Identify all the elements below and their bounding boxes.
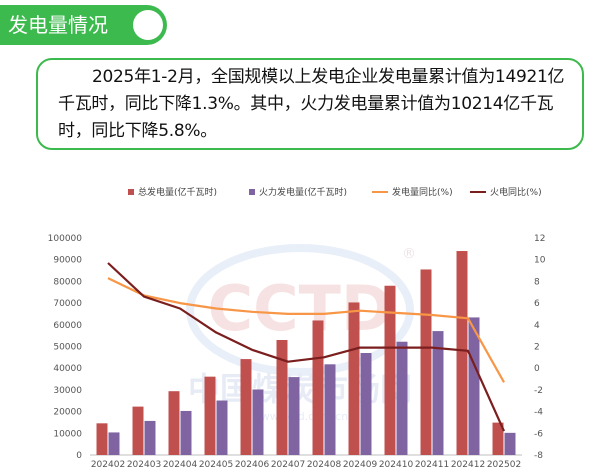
chart-legend: 总发电量(亿千瓦时) 火力发电量(亿千瓦时) 发电量同比(%) 火电同比(%) bbox=[128, 186, 542, 198]
thermal-generation-bar bbox=[504, 432, 516, 455]
watermark-url: www.cctd.com.cn bbox=[252, 410, 348, 423]
total-generation-bar bbox=[168, 391, 180, 455]
total-generation-bar bbox=[240, 359, 252, 455]
y-right-tick-label: 10 bbox=[534, 256, 546, 266]
watermark-mark: ® bbox=[402, 246, 416, 262]
legend-label: 总发电量(亿千瓦时) bbox=[138, 186, 217, 198]
y-left-tick-label: 20000 bbox=[53, 408, 82, 418]
legend-label: 火力发电量(亿千瓦时) bbox=[259, 186, 347, 198]
y-right-tick-label: 12 bbox=[534, 234, 545, 244]
legend-item: 火电同比(%) bbox=[470, 186, 542, 198]
y-right-tick-label: -4 bbox=[534, 408, 543, 418]
chart-lines bbox=[107, 262, 506, 432]
watermark-logo-ring-icon bbox=[186, 244, 414, 376]
thermal-yoy-line bbox=[107, 262, 506, 432]
total-generation-bar bbox=[456, 251, 468, 455]
y-right-tick-label: 8 bbox=[534, 277, 540, 287]
y-left-tick-label: 60000 bbox=[53, 321, 82, 331]
legend-item: 总发电量(亿千瓦时) bbox=[128, 186, 217, 198]
x-tick-label: 202412 bbox=[451, 460, 485, 470]
total-generation-bar bbox=[420, 269, 432, 455]
total-generation-bar bbox=[348, 302, 360, 455]
total-generation-bar bbox=[132, 406, 144, 455]
power-generation-chart: CCTD ® 中国煤炭市场网 www.cctd.com.cn 总发电量(亿千瓦时… bbox=[48, 186, 546, 470]
y-right-tick-label: -6 bbox=[534, 429, 543, 439]
legend-item: 火力发电量(亿千瓦时) bbox=[249, 186, 347, 198]
y-left-tick-label: 100000 bbox=[48, 234, 83, 244]
y-left-tick-label: 10000 bbox=[53, 429, 82, 439]
watermark: CCTD ® 中国煤炭市场网 www.cctd.com.cn bbox=[186, 244, 416, 423]
legend-label: 火电同比(%) bbox=[490, 186, 542, 198]
y-right-tick-label: 2 bbox=[534, 343, 540, 353]
thermal-generation-bar bbox=[288, 377, 300, 455]
total-generation-bar bbox=[384, 285, 396, 455]
chart-axes: 0 10000 20000 30000 40000 50000 60000 70000 8000… bbox=[48, 234, 546, 470]
total-yoy-line bbox=[107, 277, 505, 383]
x-tick-label: 202502 bbox=[487, 460, 521, 470]
y-right-tick-label: 4 bbox=[534, 321, 540, 331]
y-left-tick-label: 40000 bbox=[53, 364, 82, 374]
thermal-generation-bar bbox=[324, 364, 336, 455]
thermal-generation-bar bbox=[144, 420, 156, 455]
total-generation-bar bbox=[276, 339, 288, 455]
section-title: 发电量情况 bbox=[8, 13, 108, 37]
x-tick-label: 202406 bbox=[235, 460, 270, 470]
legend-label: 发电量同比(%) bbox=[392, 186, 453, 198]
y-left-tick-label: 30000 bbox=[53, 386, 82, 396]
x-tick-label: 202409 bbox=[343, 460, 378, 470]
y-right-tick-label: 0 bbox=[534, 364, 540, 374]
y-left-tick-label: 80000 bbox=[53, 277, 82, 287]
y-left-tick-label: 0 bbox=[76, 451, 82, 461]
y-right-tick-label: 6 bbox=[534, 299, 540, 309]
legend-swatch bbox=[249, 189, 255, 195]
x-tick-label: 202405 bbox=[199, 460, 233, 470]
x-tick-label: 202402 bbox=[91, 460, 125, 470]
total-generation-bar bbox=[96, 423, 108, 455]
x-tick-label: 202411 bbox=[415, 460, 449, 470]
y-left-tick-label: 70000 bbox=[53, 299, 82, 309]
summary-text: 2025年1-2月，全国规模以上发电企业发电量累计值为14921亿千瓦时，同比下… bbox=[58, 67, 565, 141]
summary-box: 2025年1-2月，全国规模以上发电企业发电量累计值为14921亿千瓦时，同比下… bbox=[36, 58, 584, 150]
total-generation-bar bbox=[312, 320, 324, 455]
y-right-tick-label: -2 bbox=[534, 386, 543, 396]
x-tick-label: 202407 bbox=[271, 460, 305, 470]
thermal-generation-bar bbox=[360, 353, 372, 455]
legend-swatch bbox=[128, 189, 134, 195]
thermal-generation-bar bbox=[432, 331, 444, 455]
thermal-generation-bar bbox=[216, 400, 228, 455]
y-left-tick-label: 50000 bbox=[53, 343, 82, 353]
x-tick-label: 202403 bbox=[127, 460, 161, 470]
thermal-generation-bar bbox=[180, 410, 192, 455]
watermark-logo: CCTD bbox=[208, 272, 393, 345]
section-header: 发电量情况 bbox=[0, 5, 167, 45]
thermal-generation-bar bbox=[396, 341, 408, 455]
header-circle-icon bbox=[133, 10, 163, 40]
thermal-generation-bar bbox=[108, 432, 120, 455]
thermal-generation-bar bbox=[252, 389, 264, 455]
y-right-tick-label: -8 bbox=[534, 451, 543, 461]
total-generation-bar bbox=[492, 422, 504, 455]
chart-bars bbox=[96, 251, 516, 455]
total-generation-bar bbox=[204, 376, 216, 455]
legend-item: 发电量同比(%) bbox=[372, 186, 453, 198]
x-tick-label: 202408 bbox=[307, 460, 342, 470]
x-tick-label: 202404 bbox=[163, 460, 198, 470]
x-tick-label: 202410 bbox=[379, 460, 414, 470]
y-left-tick-label: 90000 bbox=[53, 256, 82, 266]
thermal-generation-bar bbox=[468, 317, 480, 455]
